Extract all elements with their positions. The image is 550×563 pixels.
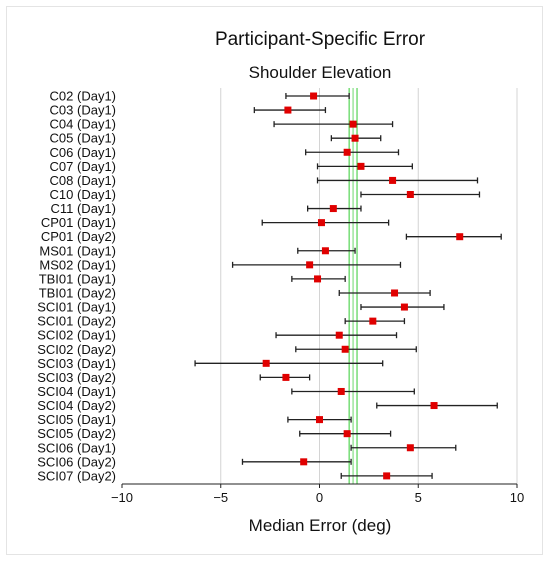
chart-title: Participant-Specific Error [215, 29, 426, 50]
median-marker-14 [391, 289, 399, 297]
participant-label-19: SCI03 (Day1) [37, 356, 116, 371]
participant-label-13: TBI01 (Day1) [39, 271, 116, 286]
x-tick-label-2: 0 [316, 490, 323, 505]
participant-label-20: SCI03 (Day2) [37, 370, 116, 385]
median-marker-6 [389, 176, 397, 184]
median-marker-17 [335, 331, 343, 339]
participant-label-5: C07 (Day1) [50, 159, 116, 174]
median-marker-2 [349, 120, 357, 128]
median-marker-27 [383, 472, 391, 480]
median-marker-5 [357, 162, 365, 170]
participant-label-8: C11 (Day1) [50, 201, 116, 216]
x-tick-label-4: 10 [510, 490, 524, 505]
median-marker-25 [406, 444, 414, 452]
participant-label-21: SCI04 (Day1) [37, 384, 116, 399]
participant-label-18: SCI02 (Day2) [37, 342, 116, 357]
x-tick-label-3: 5 [415, 490, 422, 505]
median-marker-11 [321, 247, 329, 255]
participant-label-15: SCI01 (Day1) [37, 300, 116, 315]
median-marker-15 [400, 303, 408, 311]
x-tick-label-1: −5 [213, 490, 228, 505]
participant-label-17: SCI02 (Day1) [37, 328, 116, 343]
participant-labels: C02 (Day1)C03 (Day1)C04 (Day1)C05 (Day1)… [37, 89, 116, 484]
median-marker-4 [343, 148, 351, 156]
participant-label-0: C02 (Day1) [50, 89, 116, 104]
x-tick-label-0: −10 [111, 490, 133, 505]
median-marker-1 [284, 106, 292, 114]
median-markers [262, 92, 464, 480]
median-marker-10 [456, 233, 464, 241]
median-marker-13 [314, 275, 322, 283]
median-marker-23 [316, 416, 323, 424]
median-marker-8 [329, 205, 337, 213]
participant-label-23: SCI05 (Day1) [37, 412, 116, 427]
participant-label-27: SCI07 (Day2) [37, 468, 116, 483]
median-marker-18 [341, 345, 349, 353]
median-marker-26 [300, 458, 308, 466]
participant-label-6: C08 (Day1) [50, 173, 116, 188]
chart-subtitle: Shoulder Elevation [249, 63, 392, 82]
participant-label-7: C10 (Day1) [50, 187, 116, 202]
median-marker-0 [310, 92, 318, 100]
participant-label-4: C06 (Day1) [50, 145, 116, 160]
participant-label-14: TBI01 (Day2) [39, 285, 116, 300]
median-marker-24 [343, 430, 351, 438]
median-marker-12 [306, 261, 314, 269]
participant-label-12: MS02 (Day1) [39, 257, 116, 272]
figure-frame [6, 6, 543, 555]
participant-label-22: SCI04 (Day2) [37, 398, 116, 413]
participant-label-3: C05 (Day1) [50, 131, 116, 146]
participant-label-9: CP01 (Day1) [41, 215, 116, 230]
median-marker-22 [430, 402, 438, 410]
x-axis-label: Median Error (deg) [249, 516, 392, 535]
median-marker-20 [282, 373, 290, 381]
x-ticks: −10 −5 0 5 10 [111, 484, 524, 505]
participant-label-10: CP01 (Day2) [41, 229, 116, 244]
median-marker-7 [406, 190, 414, 198]
grid-lines [220, 88, 518, 484]
participant-label-2: C04 (Day1) [50, 117, 116, 132]
participant-label-16: SCI01 (Day2) [37, 314, 116, 329]
participant-label-1: C03 (Day1) [50, 103, 116, 118]
participant-label-25: SCI06 (Day1) [37, 440, 116, 455]
median-marker-19 [262, 359, 270, 367]
median-marker-16 [369, 317, 377, 325]
participant-label-11: MS01 (Day1) [39, 243, 116, 258]
participant-label-26: SCI06 (Day2) [37, 454, 116, 469]
reference-line [348, 88, 358, 484]
error-bars [194, 93, 502, 479]
median-marker-3 [351, 134, 359, 142]
median-marker-9 [317, 219, 325, 227]
median-marker-21 [337, 387, 345, 395]
participant-label-24: SCI05 (Day2) [37, 426, 116, 441]
